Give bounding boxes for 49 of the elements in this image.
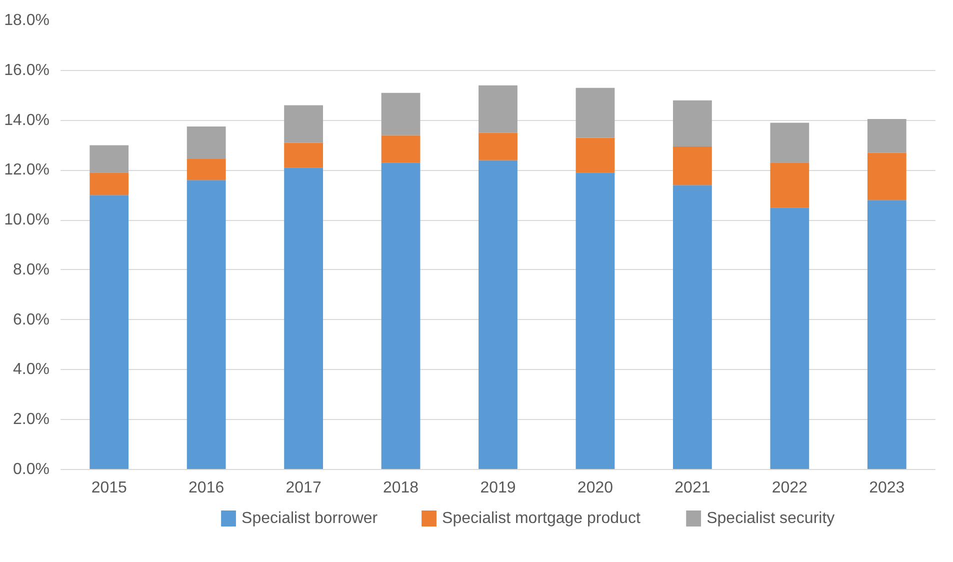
bar bbox=[90, 172, 129, 196]
y-tick-label: 6.0% bbox=[13, 311, 50, 328]
bar bbox=[284, 168, 323, 470]
y-tick-label: 8.0% bbox=[13, 261, 50, 278]
x-tick-label: 2019 bbox=[480, 480, 516, 496]
y-tick-label: 4.0% bbox=[13, 361, 50, 378]
x-tick-label: 2023 bbox=[869, 480, 905, 496]
bar bbox=[770, 162, 810, 208]
legend-label: Specialist borrower bbox=[242, 510, 378, 527]
y-tick-label: 18.0% bbox=[4, 12, 50, 29]
bar bbox=[770, 208, 810, 470]
bar bbox=[867, 119, 906, 153]
y-tick-label: 0.0% bbox=[13, 461, 50, 478]
bar bbox=[576, 138, 615, 173]
bar bbox=[673, 100, 712, 146]
bar bbox=[673, 185, 712, 470]
y-tick-label: 12.0% bbox=[4, 162, 50, 179]
bar bbox=[186, 180, 226, 470]
bar bbox=[186, 158, 226, 180]
x-tick-label: 2017 bbox=[286, 480, 322, 496]
bar bbox=[478, 132, 518, 160]
bar bbox=[186, 126, 226, 159]
bar bbox=[867, 152, 906, 200]
x-tick-label: 2020 bbox=[577, 480, 614, 496]
bar bbox=[90, 195, 129, 470]
x-tick-label: 2018 bbox=[382, 480, 419, 496]
bar bbox=[673, 146, 712, 186]
y-tick-label: 2.0% bbox=[13, 411, 50, 428]
bar bbox=[381, 135, 420, 163]
bar bbox=[90, 145, 129, 173]
x-tick-label: 2015 bbox=[91, 480, 128, 496]
bar bbox=[576, 88, 615, 138]
y-tick-label: 14.0% bbox=[4, 112, 50, 129]
y-tick-label: 10.0% bbox=[4, 212, 50, 229]
legend-label: Specialist mortgage product bbox=[442, 510, 641, 527]
legend-label: Specialist security bbox=[706, 510, 835, 527]
x-tick-label: 2021 bbox=[674, 480, 710, 496]
x-tick-label: 2016 bbox=[188, 480, 224, 496]
bar bbox=[867, 200, 906, 470]
y-tick-label: 16.0% bbox=[4, 62, 50, 79]
bar bbox=[381, 162, 420, 470]
bar bbox=[576, 172, 615, 470]
x-tick-label: 2022 bbox=[772, 480, 808, 496]
bar bbox=[284, 142, 323, 168]
bar bbox=[284, 105, 323, 143]
bar bbox=[770, 122, 810, 163]
bar bbox=[381, 92, 420, 136]
bar bbox=[478, 85, 518, 133]
bar bbox=[478, 160, 518, 470]
